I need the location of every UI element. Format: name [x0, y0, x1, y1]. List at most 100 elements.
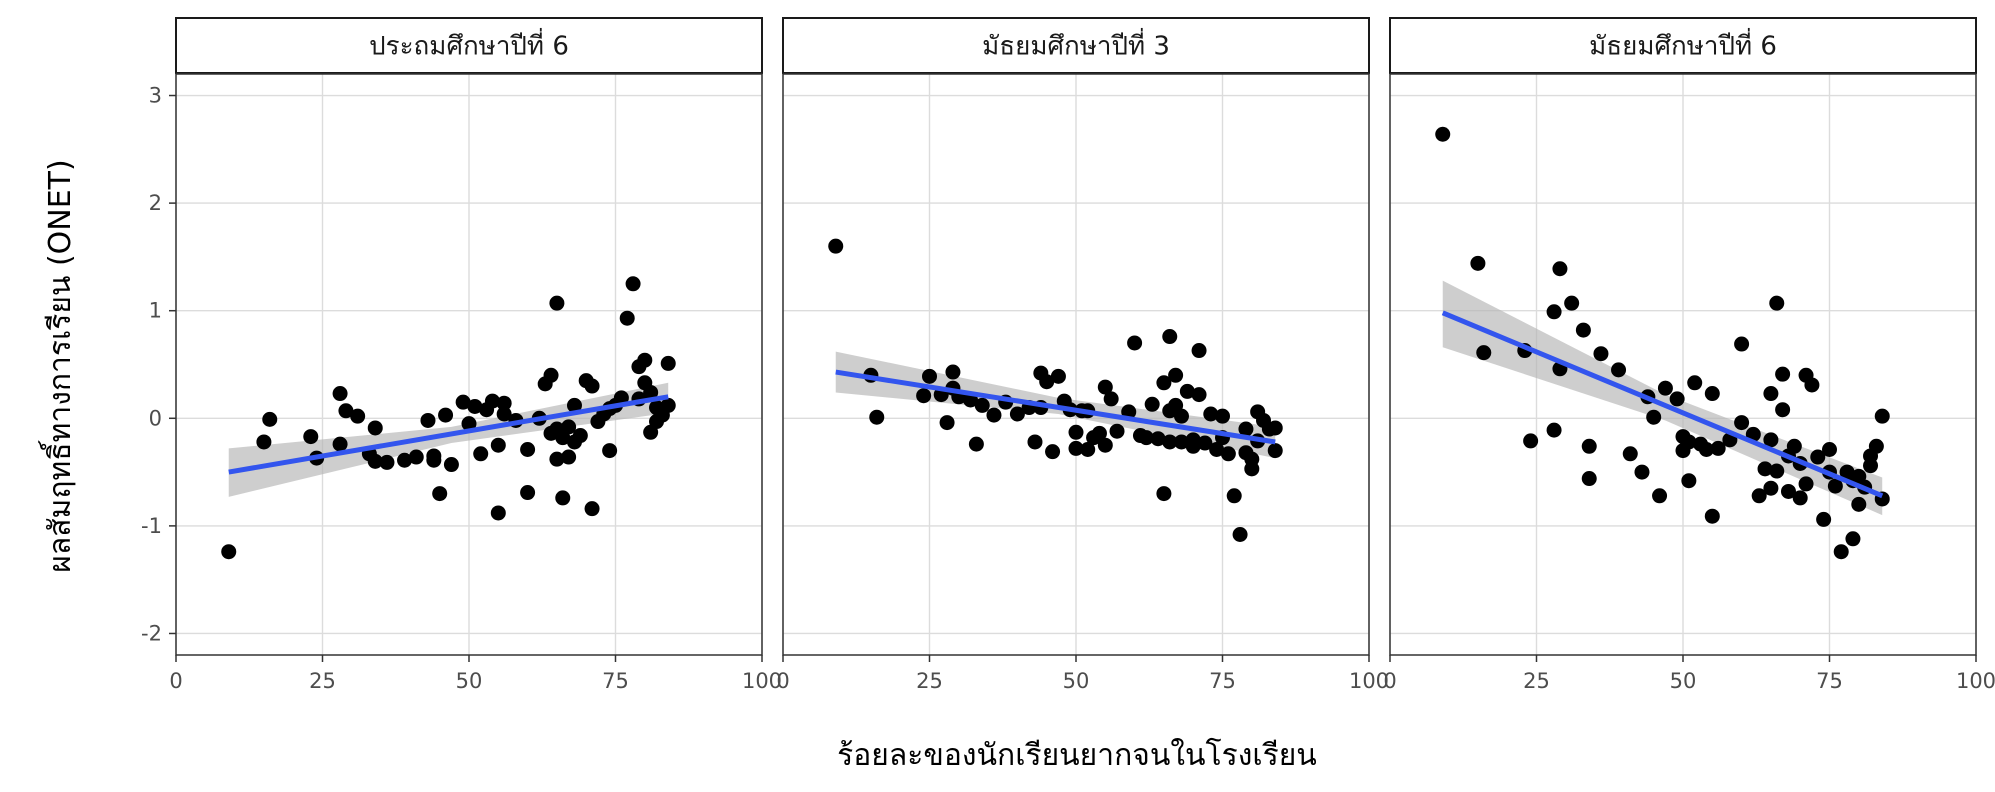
x-tick-label: 75 — [602, 669, 629, 693]
data-point — [1775, 366, 1791, 382]
data-point — [1734, 415, 1750, 431]
data-point — [1634, 464, 1650, 480]
data-point — [1197, 435, 1213, 451]
data-point — [408, 449, 424, 465]
x-tick-label: 100 — [1956, 669, 1995, 693]
data-point — [221, 544, 237, 560]
data-point — [1476, 345, 1492, 361]
data-point — [602, 443, 618, 459]
data-point — [986, 407, 1002, 423]
data-point — [1780, 483, 1796, 499]
x-tick-label: 100 — [1349, 669, 1389, 693]
data-point — [1127, 335, 1143, 351]
data-point — [379, 454, 395, 470]
y-tick-label: 0 — [149, 406, 162, 430]
data-point — [968, 436, 984, 452]
data-point — [350, 408, 366, 424]
data-point — [1097, 437, 1113, 453]
data-point — [490, 437, 506, 453]
data-point — [974, 397, 990, 413]
x-tick-label: 0 — [169, 669, 182, 693]
facet-strip-label: ประถมศึกษาปีที่ 6 — [369, 28, 569, 62]
data-point — [1769, 463, 1785, 479]
data-point — [303, 429, 319, 445]
data-point — [1822, 441, 1837, 457]
data-point — [1669, 391, 1685, 407]
facet-strip — [1389, 17, 1977, 74]
x-tick-label: 0 — [776, 669, 789, 693]
data-point — [939, 415, 955, 431]
data-point — [1763, 386, 1779, 402]
data-point — [916, 388, 932, 404]
data-point — [1681, 473, 1697, 489]
data-point — [1710, 440, 1726, 456]
data-point — [484, 393, 500, 409]
facet-panel: มัธยมศึกษาปีที่ 3 0 25 50 75 100 — [776, 17, 1389, 693]
data-point — [1816, 511, 1832, 527]
data-point — [1156, 486, 1172, 502]
data-point — [660, 355, 676, 371]
data-point — [1191, 387, 1207, 403]
data-point — [1564, 295, 1580, 311]
data-point — [1103, 391, 1119, 407]
data-point — [1575, 322, 1591, 338]
data-point — [549, 295, 565, 311]
y-tick-label: 1 — [149, 299, 162, 323]
data-point — [1080, 441, 1096, 457]
data-point — [1786, 438, 1802, 454]
data-point — [945, 364, 961, 380]
data-point — [1068, 424, 1084, 440]
data-point — [1203, 406, 1219, 422]
data-point — [1757, 461, 1773, 477]
data-point — [1611, 362, 1627, 378]
data-point — [828, 238, 844, 254]
data-point — [338, 403, 354, 419]
data-point — [584, 501, 600, 517]
data-point — [438, 407, 454, 423]
data-point — [1763, 432, 1779, 448]
data-point — [496, 406, 512, 422]
data-point — [420, 412, 436, 428]
data-point — [1681, 434, 1697, 450]
x-axis-ticks: 0 25 50 75 100 — [776, 655, 1389, 693]
data-point — [1173, 408, 1189, 424]
data-point — [1009, 406, 1025, 422]
data-point — [643, 384, 659, 400]
data-point — [1162, 434, 1178, 450]
data-point — [625, 276, 641, 292]
data-point — [1546, 422, 1562, 438]
x-tick-label: 50 — [1670, 669, 1697, 693]
data-point — [1851, 496, 1867, 512]
facet-strip — [782, 17, 1370, 74]
data-point — [1138, 430, 1154, 446]
regression-line — [228, 394, 669, 475]
facet-panel: ประถมศึกษาปีที่ 6 0 25 50 75 100 — [169, 17, 782, 693]
y-tick-label: -2 — [141, 621, 162, 645]
data-point — [1244, 461, 1260, 477]
data-point — [1874, 408, 1890, 424]
y-tick-label: 2 — [149, 191, 162, 215]
data-point — [1845, 531, 1861, 547]
x-tick-label: 50 — [456, 669, 483, 693]
data-point — [1763, 480, 1779, 496]
data-point — [496, 395, 512, 411]
data-point — [555, 490, 571, 506]
data-point — [1622, 446, 1638, 462]
data-point — [619, 310, 635, 326]
data-point — [1810, 449, 1826, 465]
data-point — [490, 505, 506, 521]
facet-strip — [175, 17, 763, 74]
data-point — [1698, 441, 1714, 457]
x-axis-ticks: 0 25 50 75 100 — [1383, 655, 1995, 693]
data-point — [455, 394, 471, 410]
data-point — [1097, 379, 1113, 395]
data-point — [473, 446, 489, 462]
facet-panels: ประถมศึกษาปีที่ 60 25 50 75 100มัธยมศึกษาปีท… — [169, 17, 1995, 693]
data-point — [1769, 295, 1785, 311]
data-point — [367, 420, 383, 436]
data-point — [572, 428, 588, 444]
data-point — [613, 390, 629, 406]
x-tick-label: 25 — [1523, 669, 1550, 693]
facet-panel: มัธยมศึกษาปีที่ 6 0 25 50 75 100 — [1383, 17, 1995, 693]
